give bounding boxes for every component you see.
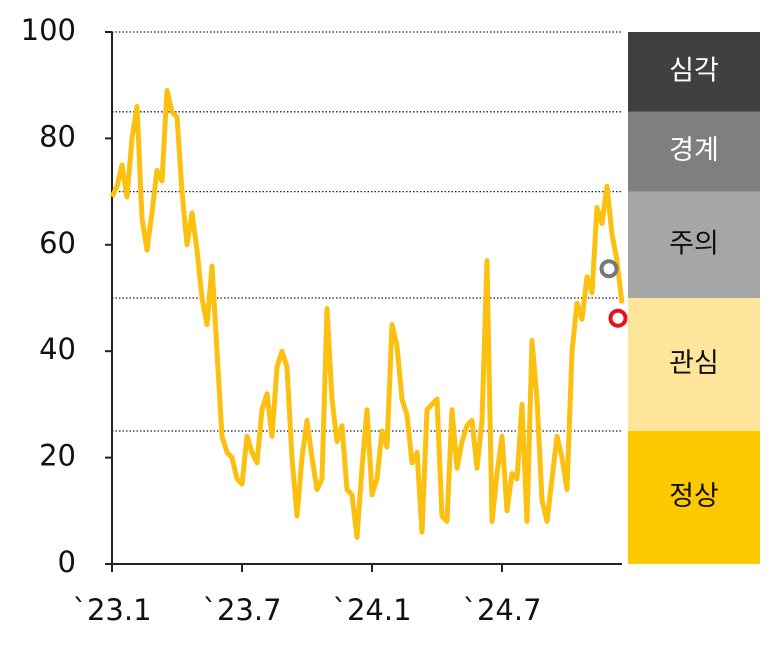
level-label: 심각 [669,55,719,86]
y-tick-label: 100 [21,13,76,47]
level-label: 관심 [669,348,719,379]
y-tick-label: 40 [39,332,76,366]
marker [608,308,628,328]
marker [599,259,619,279]
level-band [628,191,760,298]
y-tick-label: 20 [39,439,76,473]
level-band [628,298,760,431]
level-label: 경계 [669,135,719,166]
level-band [628,111,760,192]
level-label: 주의 [669,228,719,259]
x-tick-label: `23.1 [72,593,151,627]
data-line [109,88,625,540]
level-band [628,431,760,564]
y-tick-label: 80 [39,119,76,153]
y-tick-label: 0 [58,545,76,579]
x-tick-label: `24.1 [332,593,411,627]
level-label: 정상 [669,481,719,512]
x-tick-label: `23.7 [202,593,281,627]
y-tick-label: 60 [39,226,76,260]
level-band [628,32,760,112]
x-tick-label: `24.7 [462,593,541,627]
